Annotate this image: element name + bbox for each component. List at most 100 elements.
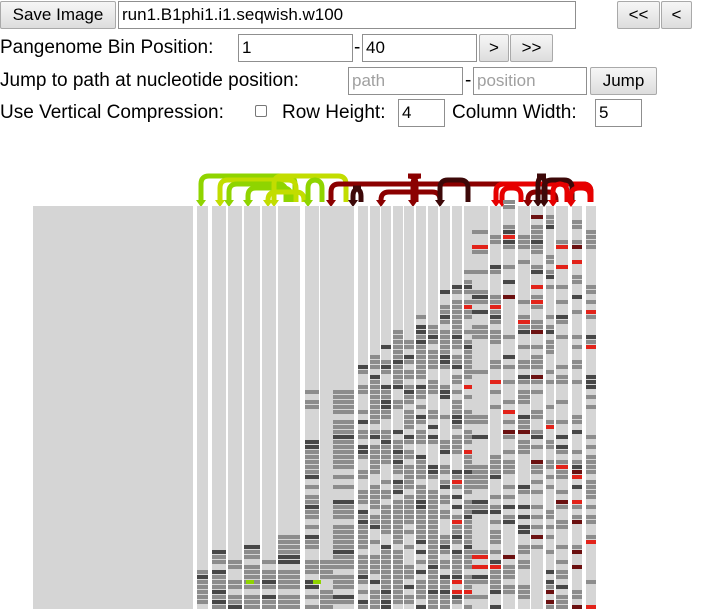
bin-cell bbox=[440, 590, 450, 594]
bin-column bbox=[278, 206, 300, 609]
save-image-button[interactable]: Save Image bbox=[0, 1, 116, 29]
bin-cell bbox=[546, 225, 554, 229]
bin-cell bbox=[531, 285, 543, 289]
bin-cell bbox=[440, 390, 450, 394]
bin-cell bbox=[358, 555, 368, 559]
bin-cell bbox=[503, 295, 515, 299]
bin-cell bbox=[416, 405, 426, 409]
bin-cell bbox=[393, 440, 403, 444]
nav-next-button[interactable]: > bbox=[479, 34, 509, 62]
bin-cell bbox=[546, 330, 554, 334]
bin-cell bbox=[370, 565, 380, 569]
bin-cell bbox=[428, 510, 438, 514]
bin-cell bbox=[278, 585, 300, 589]
link-arc[interactable] bbox=[541, 177, 575, 202]
bin-cell bbox=[212, 605, 226, 609]
bin-cell bbox=[370, 470, 380, 474]
path-input[interactable] bbox=[348, 67, 463, 95]
bin-cell bbox=[440, 540, 450, 544]
bin-cell bbox=[546, 585, 554, 589]
jump-button[interactable]: Jump bbox=[590, 67, 657, 95]
bin-cell bbox=[381, 490, 391, 494]
bin-cell bbox=[416, 485, 426, 489]
bin-cell bbox=[381, 440, 391, 444]
bin-cell bbox=[586, 230, 596, 234]
bin-cell bbox=[503, 265, 515, 269]
bin-cell bbox=[572, 415, 582, 419]
bin-cell bbox=[464, 375, 474, 379]
bin-cell bbox=[393, 380, 403, 384]
bin-cell bbox=[464, 385, 474, 389]
bin-cell bbox=[546, 325, 554, 329]
bin-cell bbox=[358, 390, 368, 394]
link-arc[interactable] bbox=[265, 189, 307, 202]
bin-cell bbox=[490, 340, 501, 344]
bin-cell bbox=[333, 595, 354, 599]
bin-end-input[interactable] bbox=[362, 34, 477, 62]
bin-cell bbox=[305, 500, 319, 504]
bin-cell bbox=[572, 470, 582, 474]
bin-cell bbox=[472, 550, 488, 554]
graph-file-input[interactable] bbox=[118, 1, 576, 29]
bin-cell bbox=[333, 440, 354, 444]
bin-cell bbox=[452, 555, 462, 559]
compression-checkbox[interactable] bbox=[255, 105, 267, 117]
bin-cell bbox=[313, 580, 321, 584]
bin-cell bbox=[531, 410, 543, 414]
link-arc[interactable] bbox=[217, 177, 299, 202]
bin-cell bbox=[518, 235, 530, 239]
bin-cell bbox=[416, 330, 426, 334]
bin-cell bbox=[428, 600, 438, 604]
link-arc[interactable] bbox=[550, 181, 570, 202]
bin-cell bbox=[358, 445, 368, 449]
bin-cell bbox=[464, 555, 474, 559]
position-input[interactable] bbox=[473, 67, 587, 95]
nav-prev-button[interactable]: < bbox=[661, 1, 692, 29]
bin-cell bbox=[370, 500, 380, 504]
row-height-input[interactable] bbox=[398, 99, 445, 127]
bin-cell bbox=[381, 405, 391, 409]
bin-cell bbox=[464, 515, 474, 519]
bin-cell bbox=[416, 540, 426, 544]
link-arc[interactable] bbox=[350, 185, 364, 202]
bin-cell bbox=[320, 565, 334, 569]
bin-cell bbox=[556, 585, 568, 589]
bin-cell bbox=[531, 305, 543, 309]
bin-cell bbox=[333, 565, 354, 569]
bin-cell bbox=[518, 320, 530, 324]
bin-cell bbox=[472, 415, 488, 419]
nav-first-button[interactable]: << bbox=[617, 1, 660, 29]
link-arc[interactable] bbox=[407, 173, 422, 202]
bin-cell bbox=[546, 275, 554, 279]
bin-cell bbox=[452, 390, 462, 394]
bin-cell bbox=[572, 505, 582, 509]
bin-cell bbox=[531, 295, 543, 299]
link-arc[interactable] bbox=[499, 185, 524, 202]
bin-start-input[interactable] bbox=[238, 34, 353, 62]
bin-cell bbox=[381, 385, 391, 389]
bin-cell bbox=[452, 335, 462, 339]
link-arc[interactable] bbox=[437, 177, 471, 202]
link-arc[interactable] bbox=[305, 177, 325, 202]
bin-cell bbox=[212, 560, 226, 564]
link-arc[interactable] bbox=[271, 173, 349, 202]
bin-cell bbox=[393, 560, 403, 564]
pangenome-bin-visualization[interactable] bbox=[0, 150, 707, 609]
bin-cell bbox=[381, 565, 391, 569]
bin-cell bbox=[472, 595, 488, 599]
bin-cell bbox=[428, 505, 438, 509]
bin-cell bbox=[518, 565, 530, 569]
column-width-input[interactable] bbox=[595, 99, 642, 127]
bin-cell bbox=[393, 470, 403, 474]
link-arc[interactable] bbox=[568, 185, 593, 202]
bin-cell bbox=[428, 595, 438, 599]
bin-column bbox=[228, 206, 242, 609]
bin-cell bbox=[518, 485, 530, 489]
bin-cell bbox=[381, 430, 391, 434]
bin-cell bbox=[452, 525, 462, 529]
bin-cell bbox=[572, 420, 582, 424]
bin-cell bbox=[358, 470, 368, 474]
nav-last-button[interactable]: >> bbox=[510, 34, 553, 62]
bin-cell bbox=[452, 380, 462, 384]
bin-cell bbox=[197, 570, 208, 574]
